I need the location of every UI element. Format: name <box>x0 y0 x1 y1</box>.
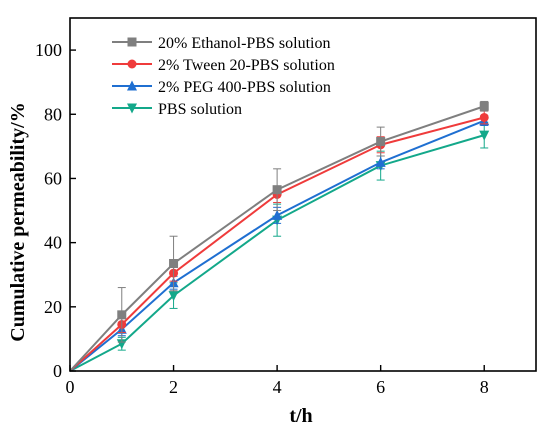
data-point <box>168 291 179 302</box>
chart-marks <box>69 100 490 372</box>
series-line <box>69 116 485 372</box>
data-point <box>479 112 489 122</box>
y-tick-label: 0 <box>53 361 62 381</box>
legend-label: 20% Ethanol-PBS solution <box>158 35 330 52</box>
x-tick-label: 8 <box>480 377 489 397</box>
data-point <box>479 101 489 111</box>
series-line <box>69 105 485 372</box>
legend-marker <box>127 59 137 69</box>
legend-label: 2% Tween 20-PBS solution <box>158 57 335 74</box>
legend-marker <box>127 37 137 47</box>
legend-entry: 2% Tween 20-PBS solution <box>112 57 335 74</box>
x-tick-label: 0 <box>66 377 75 397</box>
x-tick-label: 6 <box>376 377 385 397</box>
legend-marker <box>127 103 137 114</box>
data-point <box>272 209 283 220</box>
x-tick-label: 2 <box>169 377 178 397</box>
data-point <box>169 258 179 268</box>
series-line <box>69 134 485 372</box>
legend-label: 2% PEG 400-PBS solution <box>158 79 331 96</box>
chart-axes: t/h Cumulative permeability/% 0 2 4 6 802040… <box>7 17 537 427</box>
legend: 20% Ethanol-PBS solution 2% Tween 20-PBS … <box>112 35 335 118</box>
x-tick-label: 4 <box>273 377 282 397</box>
legend-entry: PBS solution <box>112 101 242 118</box>
legend-entry: 2% PEG 400-PBS solution <box>112 79 331 96</box>
series-line <box>69 119 485 372</box>
y-tick-label: 60 <box>44 168 62 188</box>
legend-entry: 20% Ethanol-PBS solution <box>112 35 330 52</box>
y-axis-label: Cumulative permeability/% <box>7 102 29 341</box>
data-point <box>479 130 490 141</box>
data-point <box>272 185 282 195</box>
y-tick-label: 100 <box>35 40 62 60</box>
y-tick-label: 80 <box>44 104 62 124</box>
data-point <box>117 310 127 320</box>
plot-frame <box>69 17 537 372</box>
data-point <box>376 137 386 147</box>
data-point <box>375 156 386 167</box>
legend-marker <box>127 80 137 91</box>
y-tick-label: 20 <box>44 297 62 317</box>
x-axis-label: t/h <box>289 405 312 427</box>
legend-label: PBS solution <box>158 101 242 118</box>
y-tick-label: 40 <box>44 233 62 253</box>
